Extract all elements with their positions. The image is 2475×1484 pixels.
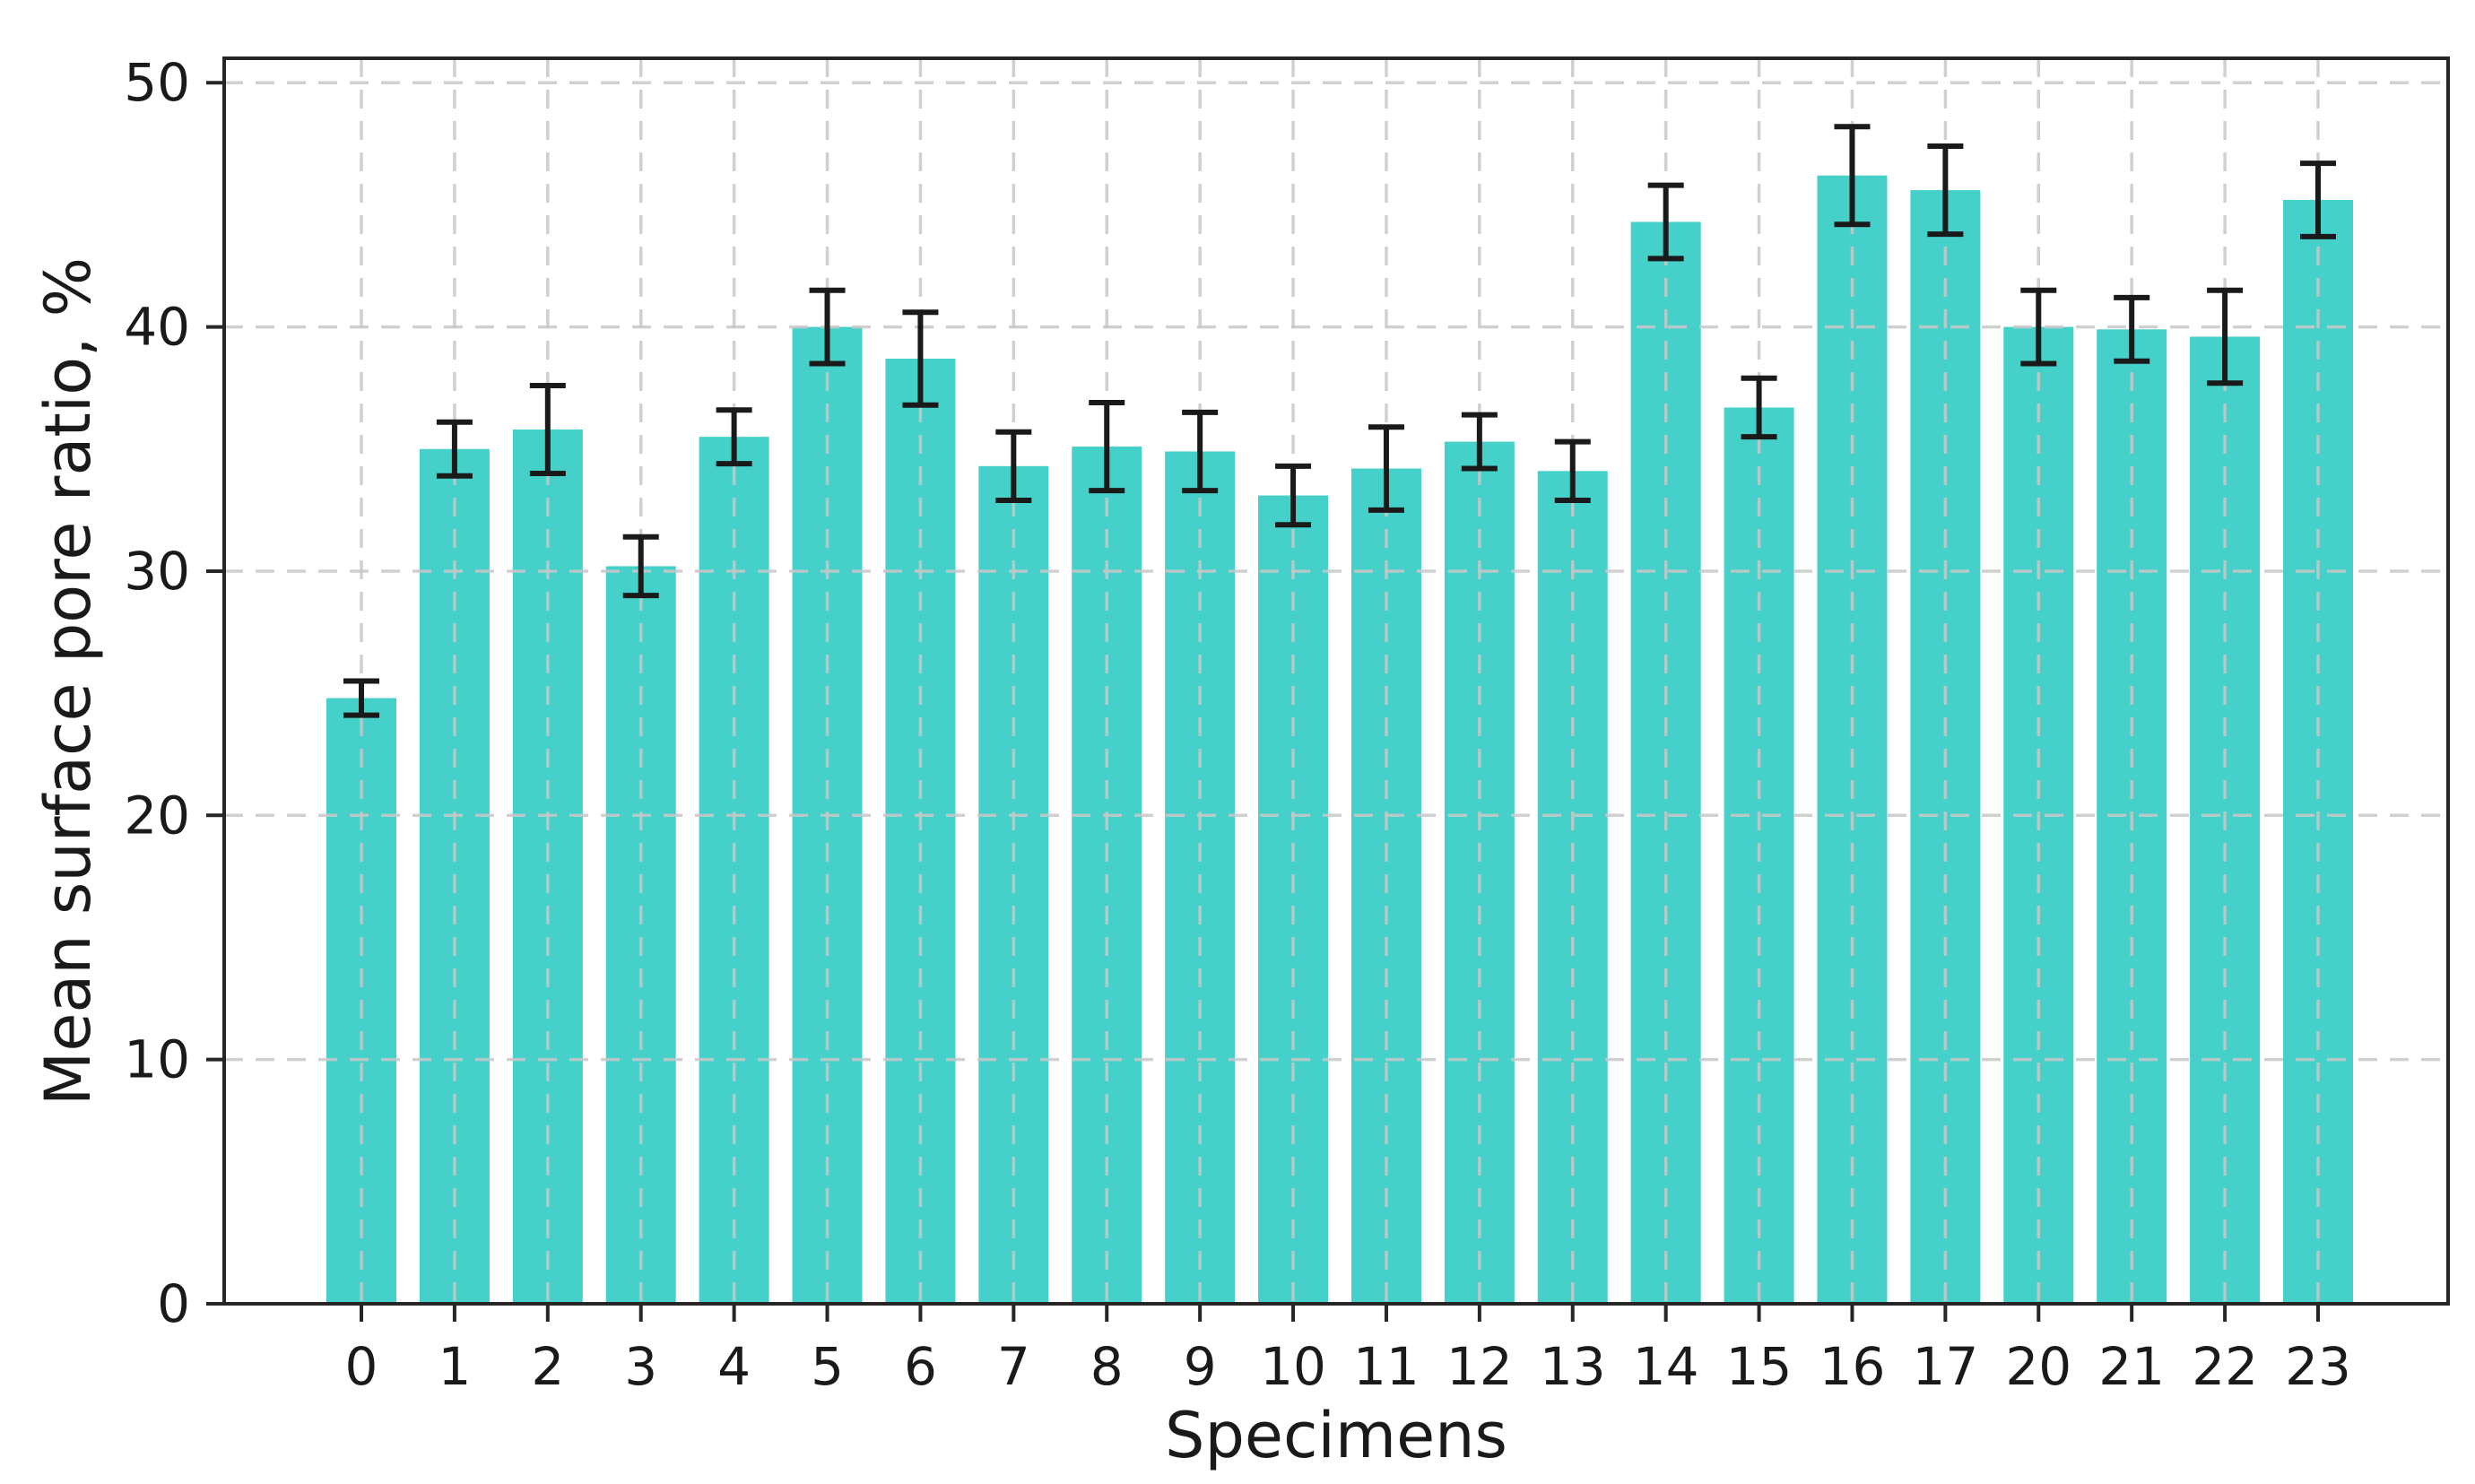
plot-frame	[222, 56, 2450, 1306]
x-tick-label: 3	[624, 1336, 657, 1397]
x-tick-label: 5	[811, 1336, 844, 1397]
x-tick-label: 23	[2285, 1336, 2351, 1397]
x-tick-label: 4	[717, 1336, 751, 1397]
bar	[1817, 175, 1888, 1305]
x-tick-label: 15	[1726, 1336, 1793, 1397]
x-tick-label: 7	[997, 1336, 1030, 1397]
x-tick-label: 8	[1090, 1336, 1124, 1397]
x-tick-label: 22	[2192, 1336, 2258, 1397]
grid-layer	[224, 58, 2448, 1304]
x-tick-label: 14	[1633, 1336, 1699, 1397]
x-tick-label: 10	[1260, 1336, 1326, 1397]
y-tick-label: 10	[124, 1029, 190, 1090]
x-tick-label: 0	[345, 1336, 378, 1397]
x-tick-label: 6	[904, 1336, 937, 1397]
x-tick-label: 17	[1912, 1336, 1978, 1397]
x-tick-label: 9	[1184, 1336, 1217, 1397]
x-tick-label: 2	[531, 1336, 564, 1397]
bar	[1258, 495, 1329, 1304]
error-bars-layer	[343, 124, 2336, 718]
x-tick-label: 1	[438, 1336, 471, 1397]
x-tick-label: 11	[1353, 1336, 1420, 1397]
x-tick-label: 16	[1819, 1336, 1886, 1397]
y-axis-label: Mean surface pore ratio, %	[31, 257, 105, 1106]
x-tick-label: 12	[1446, 1336, 1513, 1397]
x-tick-label: 13	[1540, 1336, 1606, 1397]
x-tick-label: 21	[2098, 1336, 2165, 1397]
y-tick-label: 20	[124, 785, 190, 846]
y-tick-label: 50	[124, 52, 190, 113]
x-axis-label: Specimens	[1165, 1399, 1507, 1472]
axis-layer	[206, 56, 2450, 1322]
x-tick-label: 20	[2005, 1336, 2071, 1397]
y-tick-label: 40	[124, 297, 190, 358]
y-tick-label: 30	[124, 541, 190, 602]
y-tick-label: 0	[157, 1273, 190, 1334]
